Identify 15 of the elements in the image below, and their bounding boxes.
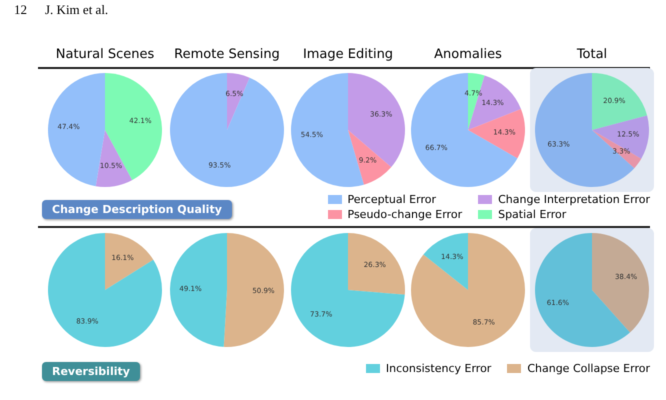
legend-label: Change Interpretation Error	[498, 193, 650, 206]
text: J. Kim et al.	[45, 2, 108, 18]
chart-title: Natural Scenes	[54, 47, 156, 62]
text: Change Description Quality	[42, 200, 232, 219]
legend-label: Perceptual Error	[348, 193, 436, 206]
legend-label: Inconsistency Error	[386, 362, 492, 375]
chart-title: Image Editing	[302, 47, 394, 62]
legend-label: Change Collapse Error	[527, 362, 650, 375]
chart-title: Anomalies	[433, 47, 503, 62]
legend-label: Spatial Error	[498, 208, 566, 221]
text: Reversibility	[42, 362, 140, 381]
chart-title: Total	[576, 47, 608, 62]
legend-label: Pseudo-change Error	[348, 208, 462, 221]
chart-title: Remote Sensing	[173, 47, 281, 62]
text: 12	[14, 2, 27, 18]
